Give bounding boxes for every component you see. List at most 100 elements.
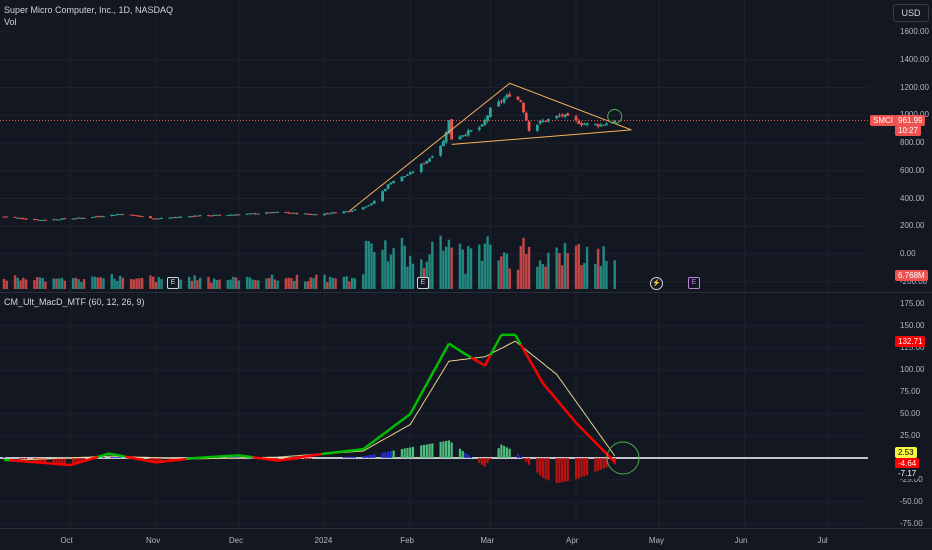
histogram-bar[interactable]: [406, 447, 409, 458]
histogram-bar[interactable]: [392, 450, 395, 458]
histogram-bar[interactable]: [55, 458, 58, 464]
candle-body[interactable]: [121, 214, 125, 216]
candle-body[interactable]: [458, 136, 462, 140]
histogram-bar[interactable]: [580, 458, 583, 478]
candle-body[interactable]: [406, 174, 409, 176]
volume-bar[interactable]: [295, 274, 299, 289]
candle-body[interactable]: [599, 124, 603, 127]
volume-bar[interactable]: [13, 275, 17, 289]
volume-bar[interactable]: [74, 277, 78, 289]
candle-body[interactable]: [345, 211, 349, 213]
candle-body[interactable]: [254, 213, 257, 215]
candle-body[interactable]: [5, 216, 9, 218]
histogram-bar[interactable]: [44, 458, 47, 463]
histogram-bar[interactable]: [77, 458, 80, 464]
candle-body[interactable]: [16, 217, 20, 219]
volume-bar[interactable]: [519, 245, 522, 289]
histogram-bar[interactable]: [362, 456, 365, 458]
candle-body[interactable]: [372, 200, 376, 204]
volume-bar[interactable]: [215, 279, 218, 289]
candle-body[interactable]: [151, 218, 155, 220]
volume-bar[interactable]: [33, 280, 36, 289]
candle-body[interactable]: [19, 217, 22, 219]
volume-bar[interactable]: [574, 245, 578, 289]
histogram-bar[interactable]: [597, 458, 600, 471]
histogram-bar[interactable]: [237, 455, 240, 458]
candle-body[interactable]: [439, 145, 443, 156]
volume-bar[interactable]: [193, 275, 196, 289]
volume-bar[interactable]: [442, 250, 445, 289]
volume-bar[interactable]: [464, 273, 467, 289]
candle-body[interactable]: [325, 213, 329, 215]
candle-body[interactable]: [422, 163, 426, 165]
volume-bar[interactable]: [331, 277, 335, 289]
volume-bar[interactable]: [63, 280, 66, 289]
volume-bar[interactable]: [251, 279, 254, 289]
histogram-bar[interactable]: [442, 441, 445, 458]
volume-bar[interactable]: [2, 278, 6, 289]
earnings-marker[interactable]: E: [417, 277, 429, 289]
histogram-bar[interactable]: [60, 458, 64, 465]
candle-body[interactable]: [74, 218, 78, 220]
candle-body[interactable]: [284, 212, 288, 214]
volume-bar[interactable]: [218, 279, 221, 289]
candle-body[interactable]: [209, 215, 213, 217]
candle-body[interactable]: [77, 217, 81, 219]
candle-body[interactable]: [582, 123, 586, 125]
volume-bar[interactable]: [273, 279, 277, 289]
histogram-bar[interactable]: [467, 454, 470, 458]
candle-body[interactable]: [585, 123, 589, 125]
volume-bar[interactable]: [52, 278, 55, 289]
volume-bar[interactable]: [345, 276, 348, 289]
candle-body[interactable]: [488, 107, 492, 118]
volume-bar[interactable]: [502, 252, 506, 289]
candle-body[interactable]: [309, 214, 313, 216]
candle-body[interactable]: [231, 214, 235, 216]
candle-body[interactable]: [295, 212, 299, 214]
candle-body[interactable]: [502, 98, 506, 103]
histogram-bar[interactable]: [527, 458, 531, 465]
histogram-bar[interactable]: [306, 458, 310, 460]
volume-bar[interactable]: [287, 277, 290, 289]
volume-bar[interactable]: [199, 277, 202, 289]
candle-body[interactable]: [110, 214, 114, 216]
volume-bar[interactable]: [469, 248, 473, 289]
volume-bar[interactable]: [547, 252, 550, 289]
candle-body[interactable]: [544, 120, 548, 122]
candle-body[interactable]: [428, 158, 431, 162]
volume-bar[interactable]: [353, 278, 357, 289]
candle-body[interactable]: [469, 130, 473, 132]
volume-bar[interactable]: [400, 237, 404, 289]
volume-bar[interactable]: [35, 277, 39, 289]
triangle-lower-line[interactable]: [451, 129, 632, 145]
candle-body[interactable]: [558, 115, 561, 117]
volume-bar[interactable]: [196, 280, 199, 289]
histogram-bar[interactable]: [428, 443, 431, 458]
candle-body[interactable]: [555, 116, 559, 119]
volume-bar[interactable]: [364, 240, 368, 289]
histogram-bar[interactable]: [168, 458, 171, 461]
highlight-circle[interactable]: [607, 109, 623, 125]
candle-body[interactable]: [527, 121, 531, 131]
histogram-bar[interactable]: [149, 458, 152, 462]
volume-bar[interactable]: [315, 274, 318, 289]
histogram-bar[interactable]: [544, 458, 547, 479]
volume-bar[interactable]: [599, 266, 603, 289]
candle-body[interactable]: [140, 216, 144, 218]
volume-bar[interactable]: [248, 277, 252, 289]
candle-body[interactable]: [38, 219, 42, 221]
candle-body[interactable]: [331, 212, 335, 214]
volume-bar[interactable]: [489, 244, 492, 289]
candle-body[interactable]: [519, 100, 523, 103]
candle-body[interactable]: [149, 216, 152, 219]
candle-body[interactable]: [292, 212, 296, 214]
candle-body[interactable]: [580, 123, 583, 126]
candle-body[interactable]: [334, 212, 338, 214]
candle-body[interactable]: [168, 217, 172, 219]
volume-bar[interactable]: [5, 280, 8, 289]
candle-body[interactable]: [113, 214, 116, 216]
histogram-bar[interactable]: [602, 458, 605, 469]
candle-body[interactable]: [41, 220, 45, 222]
histogram-bar[interactable]: [309, 458, 312, 459]
